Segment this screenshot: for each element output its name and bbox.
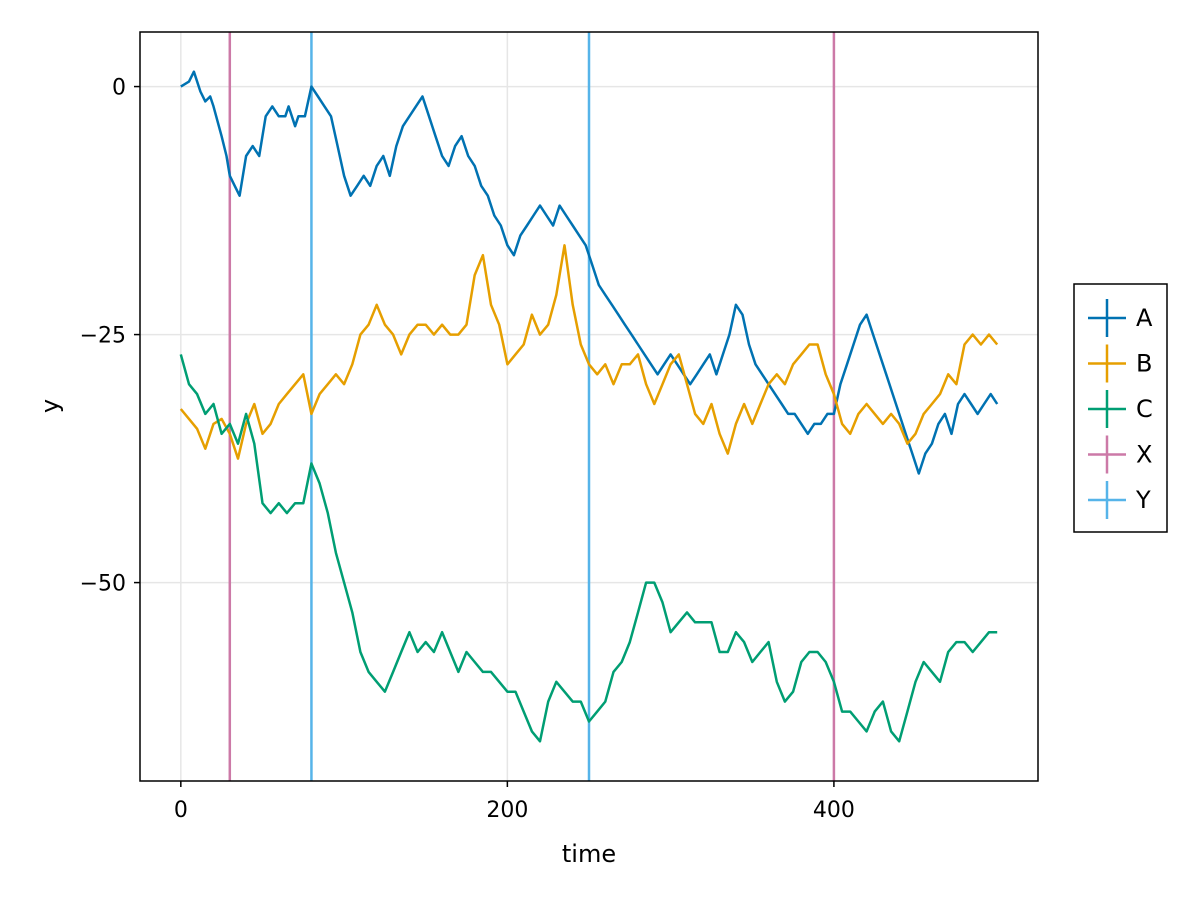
x-axis-label: time [562,840,616,868]
series-c-line [179,354,998,743]
x-tick-label: 0 [174,798,188,823]
y-tick-label: −50 [80,572,126,597]
vertical-lines [228,32,836,781]
plot-frame [139,31,1039,782]
y-axis-label: y [36,399,64,413]
legend-a-label: A [1136,304,1153,332]
legend-b-label: B [1136,350,1152,378]
series-lines [179,70,999,743]
x-axis-ticks: 0 200 400 [174,781,855,823]
series-a-line [180,70,999,475]
y-tick-label: 0 [112,76,126,101]
legend-c-label: C [1136,395,1153,423]
y-tick-label: −25 [80,324,126,349]
series-b-line [179,244,999,460]
y-axis-ticks: 0 −25 −50 [80,76,140,597]
x-tick-label: 200 [486,798,528,823]
legend-y-label: Y [1135,486,1151,514]
x-tick-label: 400 [813,798,855,823]
legend-x-label: X [1136,441,1152,469]
